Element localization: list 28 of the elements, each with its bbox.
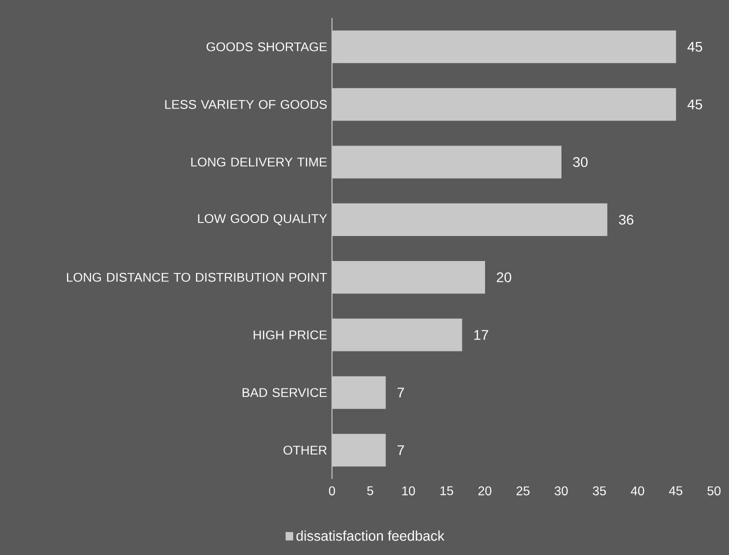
data-label: 7: [398, 388, 404, 398]
data-label: 36: [618, 214, 634, 225]
x-tick-label: 50: [707, 486, 721, 496]
legend-label: dissatisfaction feedback: [296, 530, 444, 541]
y-tick-label: GOODS SHORTAGE: [206, 42, 327, 52]
x-tick-label: 20: [478, 486, 492, 496]
x-tick-label: 0: [328, 486, 336, 496]
y-tick-label: LOW GOOD QUALITY: [198, 214, 328, 226]
x-tick-label: 35: [592, 486, 606, 496]
data-label: 7: [398, 445, 404, 455]
y-tick-label: OTHER: [284, 446, 327, 455]
x-tick-label: 10: [402, 486, 415, 496]
y-tick-label: LONG DELIVERY TIME: [191, 158, 327, 167]
y-tick-label: LESS VARIETY OF GOODS: [165, 100, 327, 109]
y-tick-label: HIGH PRICE: [254, 330, 327, 340]
data-label: 17: [474, 330, 488, 340]
data-label: 45: [687, 42, 702, 52]
x-tick-label: 40: [630, 486, 644, 496]
y-tick-label: BAD SERVICE: [242, 388, 327, 398]
data-label: 30: [573, 157, 588, 168]
data-label: 20: [496, 272, 512, 282]
data-label: 45: [687, 100, 702, 110]
x-tick-label: 45: [669, 486, 682, 496]
y-tick-label: LONG DISTANCE TO DISTRIBUTION POINT: [67, 272, 327, 282]
x-tick-label: 25: [516, 486, 530, 496]
x-tick-label: 15: [440, 486, 454, 496]
x-tick-label: 5: [367, 486, 374, 496]
x-tick-label: 30: [554, 486, 568, 496]
